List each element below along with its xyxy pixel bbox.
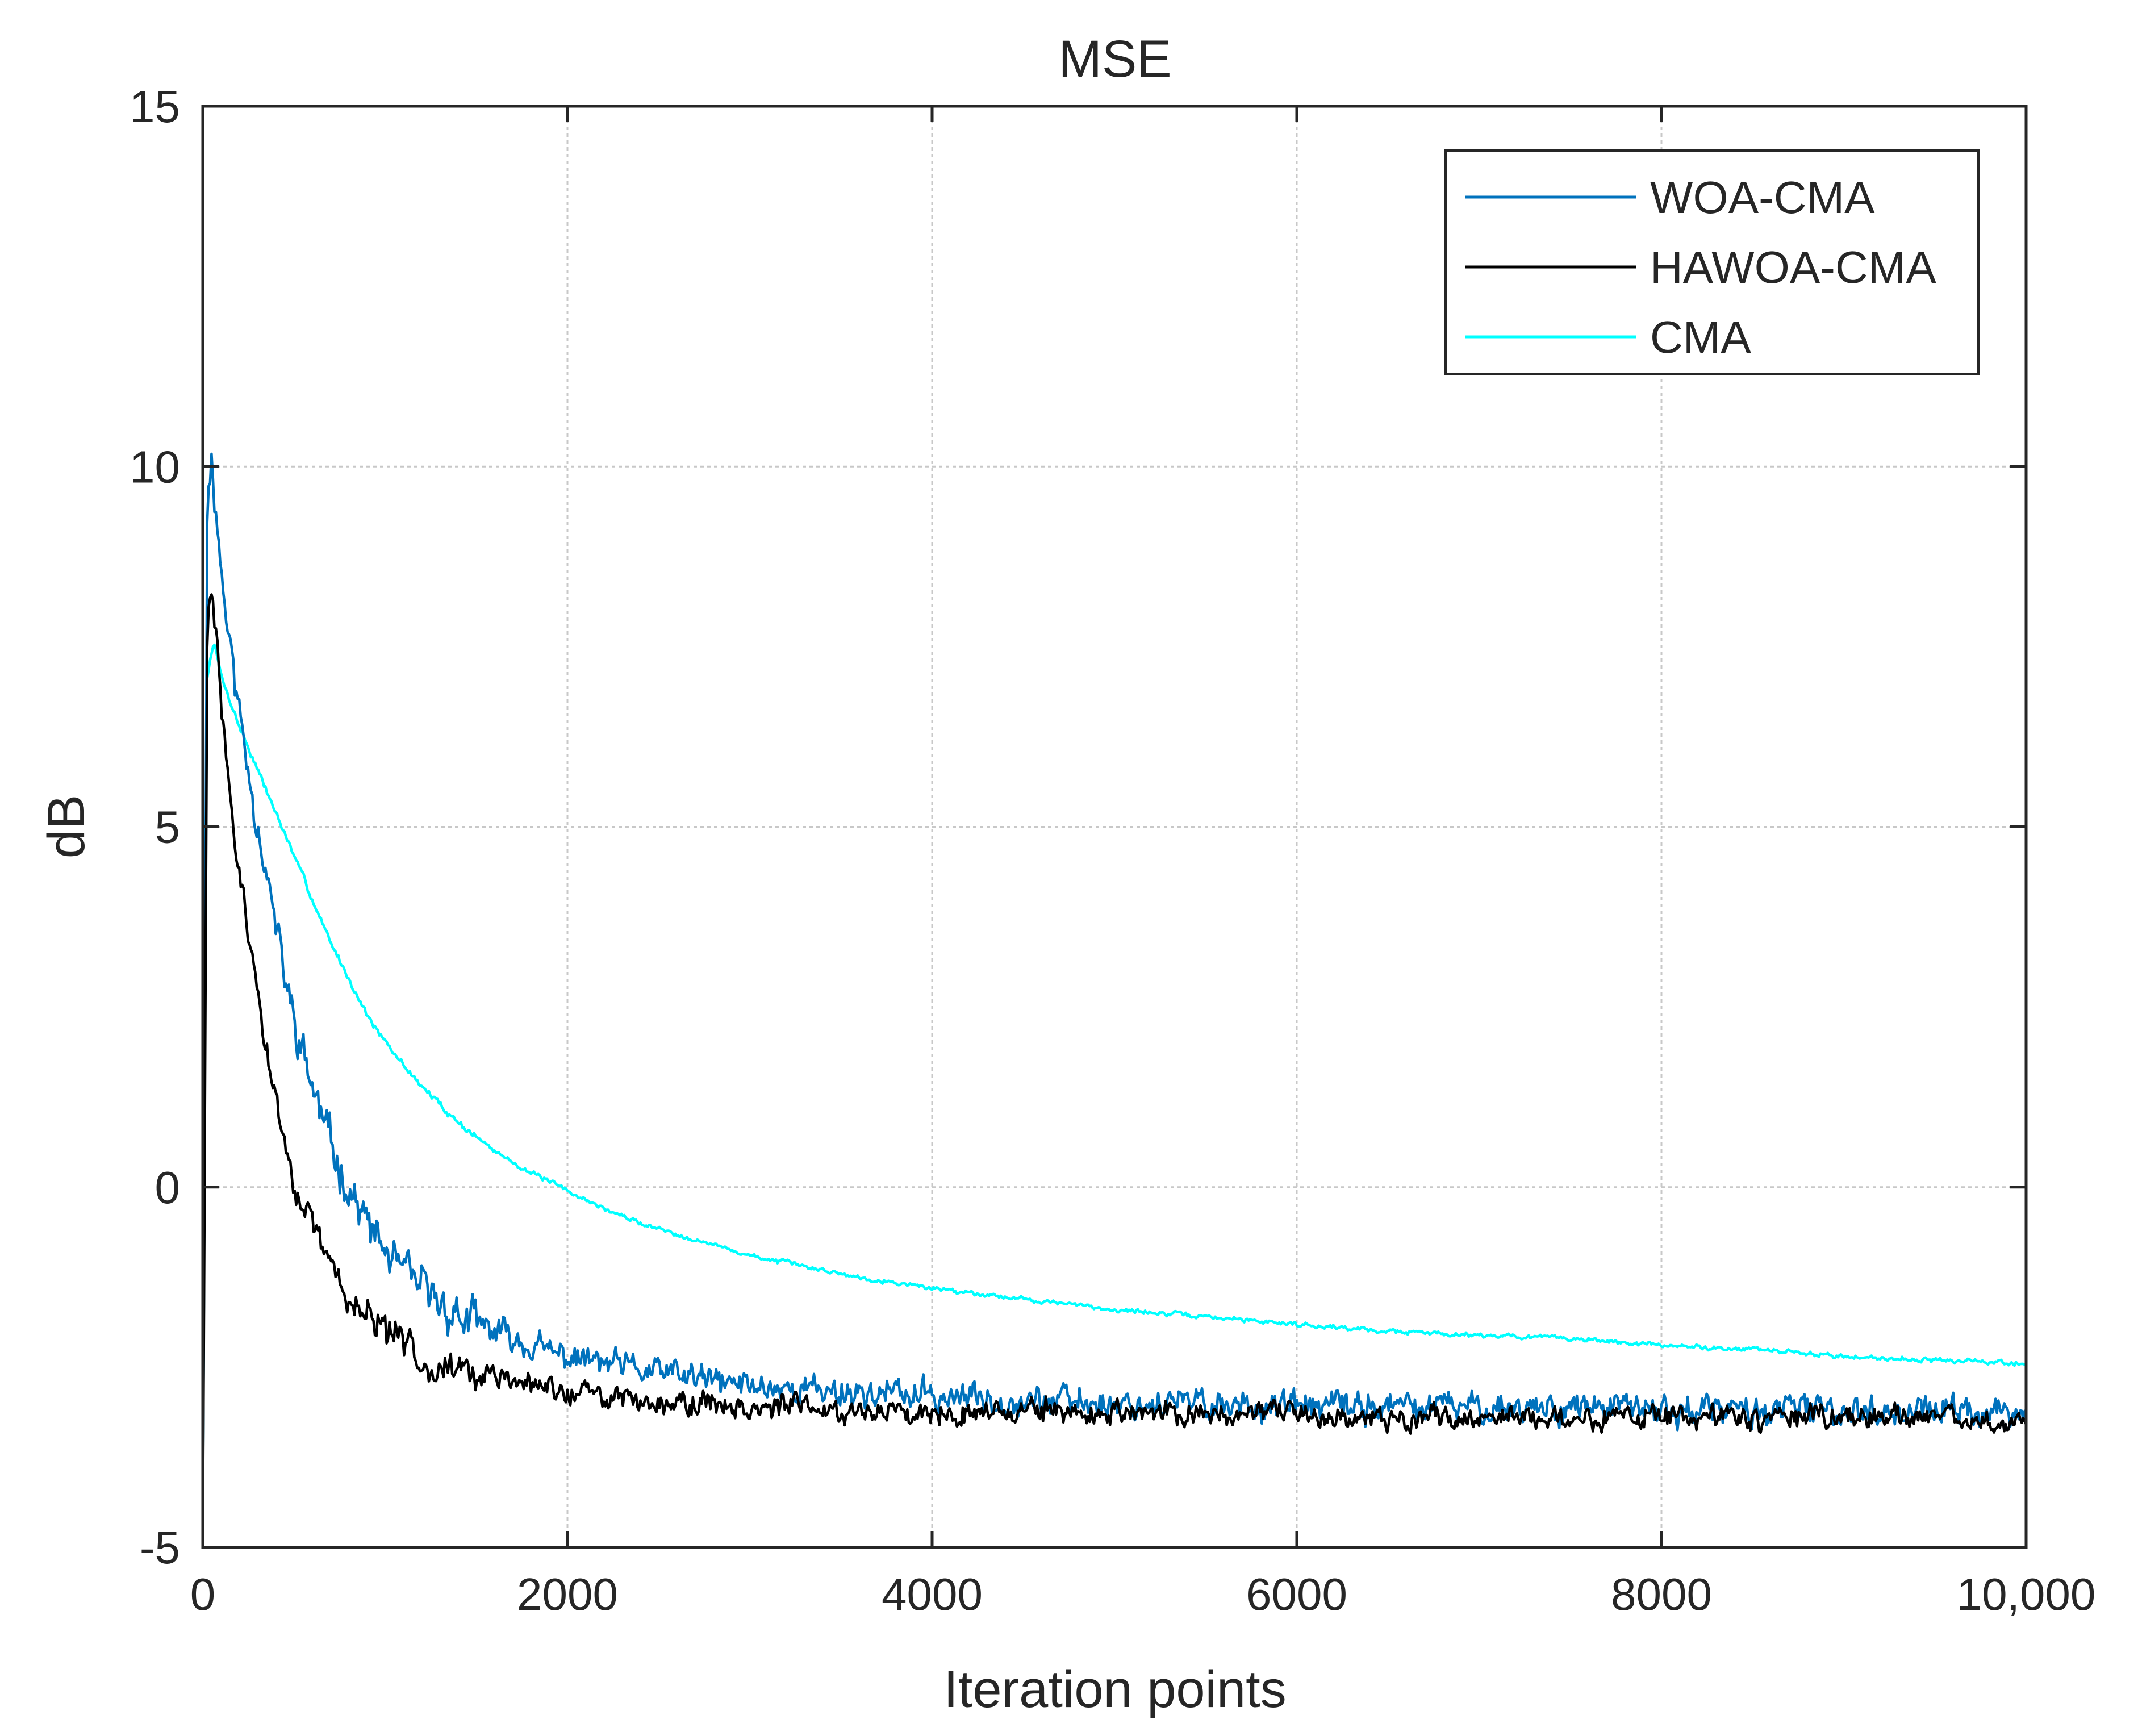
y-tick-labels: -5 0 5 10 15	[130, 81, 180, 1573]
x-tick-labels: 0 2000 4000 6000 8000 10,000	[190, 1569, 2096, 1620]
y-tick-label: 5	[155, 802, 181, 853]
x-tick-label: 2000	[517, 1569, 618, 1620]
series-line-cma	[203, 643, 2026, 1547]
series-layer	[203, 452, 2026, 1547]
legend-label: HAWOA-CMA	[1650, 242, 1936, 293]
legend-label: WOA-CMA	[1650, 172, 1875, 223]
y-tick-label: 0	[155, 1162, 181, 1213]
x-tick-label: 4000	[882, 1569, 983, 1620]
x-tick-label: 8000	[1611, 1569, 1712, 1620]
x-tick-label: 0	[190, 1569, 216, 1620]
axis-ticks	[201, 105, 2028, 1549]
x-tick-label: 10,000	[1957, 1569, 2096, 1620]
legend-items: WOA-CMA HAWOA-CMA CMA	[1465, 172, 1936, 362]
x-tick-label: 6000	[1246, 1569, 1347, 1620]
x-axis-label: Iteration points	[943, 1660, 1286, 1718]
series-line-hawoa-cma	[203, 593, 2026, 1547]
chart-title: MSE	[1058, 30, 1171, 88]
y-tick-label: 15	[130, 81, 180, 132]
y-tick-label: -5	[140, 1522, 180, 1573]
y-axis-label: dB	[37, 795, 95, 859]
legend: WOA-CMA HAWOA-CMA CMA	[1444, 149, 1980, 375]
y-tick-label: 10	[130, 441, 180, 492]
legend-label: CMA	[1650, 312, 1751, 362]
